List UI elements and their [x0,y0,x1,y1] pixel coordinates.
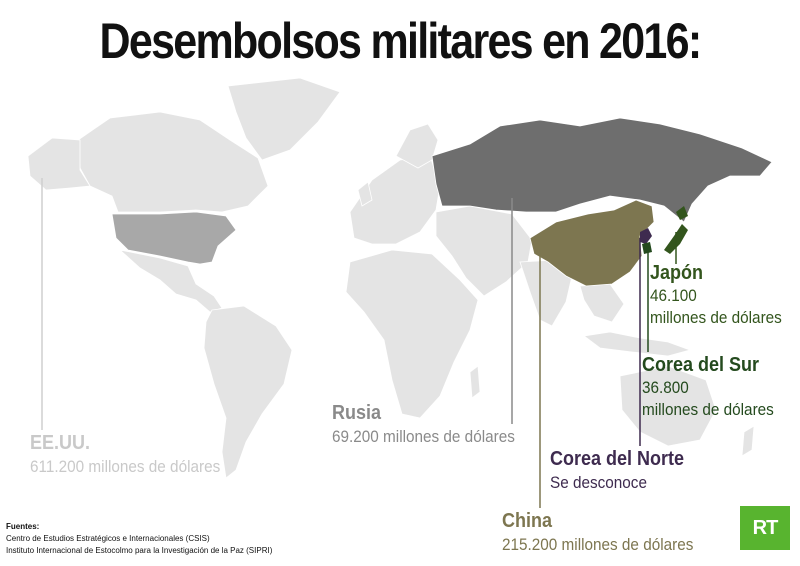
japan-name: Japón [650,262,704,284]
madagascar-shape [469,365,481,399]
south-korea-name: Corea del Sur [642,354,760,376]
greenland-shape [227,77,341,161]
sources-heading: Fuentes: [6,522,40,531]
canada-shape [77,111,269,213]
south-korea-label: Corea del Sur 36.800 millones de dólares [642,354,788,421]
usa-name: EE.UU. [30,432,91,454]
north-korea-label: Corea del Norte Se desconoce [550,448,699,495]
north-korea-value: Se desconoce [550,473,647,492]
north-korea-shape [640,228,652,244]
china-shape [529,199,655,287]
usa-value: 611.200 millones de dólares [30,457,221,476]
uk-shape [357,181,373,207]
japan-value-amount: 46.100 [650,286,697,305]
china-name: China [502,510,553,532]
australia-shape [619,365,717,447]
south-america-shape [203,305,293,479]
north-korea-name: Corea del Norte [550,448,685,470]
russia-label: Rusia 69.200 millones de dólares [332,402,535,449]
scandinavia-shape [395,123,439,169]
alaska-shape [27,137,91,191]
south-korea-value-amount: 36.800 [642,378,689,397]
russia-shape [431,117,773,223]
japan-value-unit: millones de dólares [650,308,782,327]
africa-shape [345,249,479,419]
source-sipri: Instituto Internacional de Estocolmo par… [6,546,273,555]
source-csis: Centro de Estudios Estratégicos e Intern… [6,534,210,543]
rt-logo: RT [740,506,790,550]
world-landmass [27,77,755,479]
indonesia-shape [582,331,692,357]
russia-name: Rusia [332,402,382,424]
southeast-asia-shape [579,283,625,323]
south-korea-shape [642,242,652,254]
russia-value: 69.200 millones de dólares [332,427,515,446]
new-zealand-shape [741,425,755,457]
china-value: 215.200 millones de dólares [502,535,694,554]
europe-shape [349,155,441,245]
page-title: Desembolsos militares en 2016: [99,13,703,69]
japan-label: Japón 46.100 millones de dólares [650,262,796,329]
south-korea-value-unit: millones de dólares [642,400,774,419]
usa-label: EE.UU. 611.200 millones de dólares [30,432,241,479]
usa-shape [111,211,237,265]
sources-block: Fuentes: Centro de Estudios Estratégicos… [6,521,272,557]
middle-east-shape [435,205,533,297]
china-label: China 215.200 millones de dólares [502,510,715,557]
